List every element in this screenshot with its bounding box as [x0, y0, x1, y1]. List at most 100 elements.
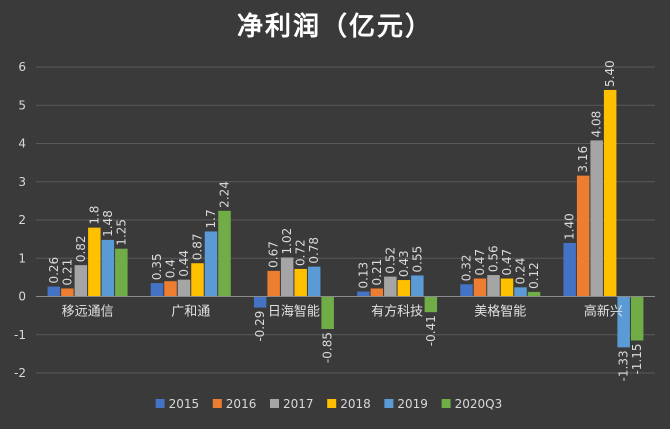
- bar: [411, 275, 424, 297]
- y-tick-label: 0: [18, 290, 26, 304]
- legend-swatch: [384, 399, 394, 408]
- data-label: 0.21: [60, 259, 74, 286]
- bar: [88, 227, 101, 297]
- bar: [487, 275, 500, 297]
- data-label: 2.24: [218, 181, 232, 208]
- legend-swatch: [212, 399, 222, 408]
- data-label: 0.55: [410, 246, 424, 273]
- legend-swatch: [441, 399, 451, 408]
- data-label: 0.43: [397, 250, 411, 277]
- legend-swatch: [327, 399, 337, 408]
- bar: [150, 283, 164, 297]
- bar: [74, 265, 88, 297]
- y-tick-label: -2: [14, 366, 26, 380]
- x-tick-label: 高新兴: [584, 304, 623, 320]
- data-label: 0.56: [487, 245, 501, 272]
- data-label: 1.48: [101, 210, 115, 237]
- data-label: 0.78: [307, 237, 321, 264]
- data-label: 1.25: [114, 219, 128, 246]
- data-label: 1.8: [87, 206, 101, 225]
- data-label: 0.32: [460, 255, 474, 282]
- data-label: 0.35: [150, 253, 164, 280]
- data-label: 0.52: [383, 247, 397, 274]
- data-label: 1.7: [204, 209, 218, 228]
- x-tick-label: 移远通信: [62, 305, 114, 320]
- data-label: -0.29: [253, 311, 267, 342]
- data-label: -0.85: [321, 332, 335, 363]
- data-label: 1.02: [280, 228, 294, 255]
- data-label: 0.13: [356, 262, 370, 289]
- bar: [527, 291, 541, 297]
- data-label: 3.16: [576, 146, 590, 173]
- data-label: 0.47: [500, 249, 514, 276]
- legend-label: 2020Q3: [455, 397, 503, 411]
- data-label: -1.33: [617, 350, 631, 381]
- legend-label: 2016: [226, 397, 257, 411]
- bar: [460, 284, 473, 297]
- legend-swatch: [155, 399, 165, 408]
- legend-label: 2015: [169, 397, 200, 411]
- y-tick-label: 3: [18, 175, 26, 189]
- bar: [473, 278, 487, 297]
- data-label: 0.67: [267, 241, 281, 268]
- data-label: 4.08: [590, 111, 604, 138]
- data-label: 0.4: [164, 259, 178, 278]
- y-tick-label: 2: [18, 213, 26, 227]
- x-tick-label: 有方科技: [371, 304, 423, 320]
- bar: [191, 263, 204, 297]
- bar: [177, 279, 191, 297]
- bar: [267, 270, 280, 297]
- bar: [603, 89, 617, 297]
- data-label: 0.72: [294, 239, 308, 266]
- bar: [424, 296, 438, 313]
- data-label: 1.40: [563, 213, 577, 240]
- bar: [47, 286, 61, 297]
- bar: [101, 239, 115, 297]
- y-tick-label: -1: [14, 328, 26, 342]
- bar: [253, 296, 267, 308]
- data-label: 0.82: [74, 235, 88, 262]
- x-tick-label: 日海智能: [268, 305, 320, 320]
- legend-label: 2017: [283, 397, 314, 411]
- y-tick-label: 4: [18, 137, 26, 151]
- bar: [218, 210, 231, 297]
- bar: [630, 296, 644, 341]
- legend-label: 2019: [397, 397, 428, 411]
- bar: [357, 291, 370, 297]
- data-label: 0.44: [177, 250, 191, 277]
- data-label: 0.47: [473, 249, 487, 276]
- data-label: 0.26: [47, 257, 61, 284]
- bar: [307, 266, 321, 297]
- y-tick-label: 1: [18, 251, 26, 265]
- y-tick-label: 6: [18, 60, 26, 74]
- x-tick-label: 广和通: [171, 305, 210, 320]
- bar: [164, 281, 177, 297]
- x-tick-label: 美格智能: [474, 304, 526, 320]
- bar: [576, 175, 590, 297]
- bar: [500, 278, 514, 297]
- data-label: -1.15: [630, 343, 644, 374]
- data-label: 0.21: [370, 259, 384, 286]
- legend-swatch: [270, 399, 279, 408]
- data-label: 0.24: [514, 258, 528, 285]
- y-tick-label: 5: [18, 98, 26, 112]
- bar: [384, 276, 397, 297]
- bar: [294, 268, 307, 297]
- bar: [204, 231, 218, 297]
- bar: [563, 242, 576, 297]
- bar: [115, 248, 128, 297]
- data-label: 0.12: [527, 262, 541, 289]
- bar: [590, 140, 603, 297]
- bar: [617, 296, 630, 348]
- bar: [514, 287, 527, 297]
- data-label: -0.41: [424, 315, 438, 346]
- bar: [280, 257, 294, 297]
- data-label: 0.87: [191, 234, 205, 261]
- data-label: 5.40: [603, 60, 617, 87]
- chart-title: 净利润（亿元）: [236, 12, 433, 42]
- bar: [61, 288, 74, 297]
- bar: [321, 296, 334, 330]
- bar: [370, 288, 384, 297]
